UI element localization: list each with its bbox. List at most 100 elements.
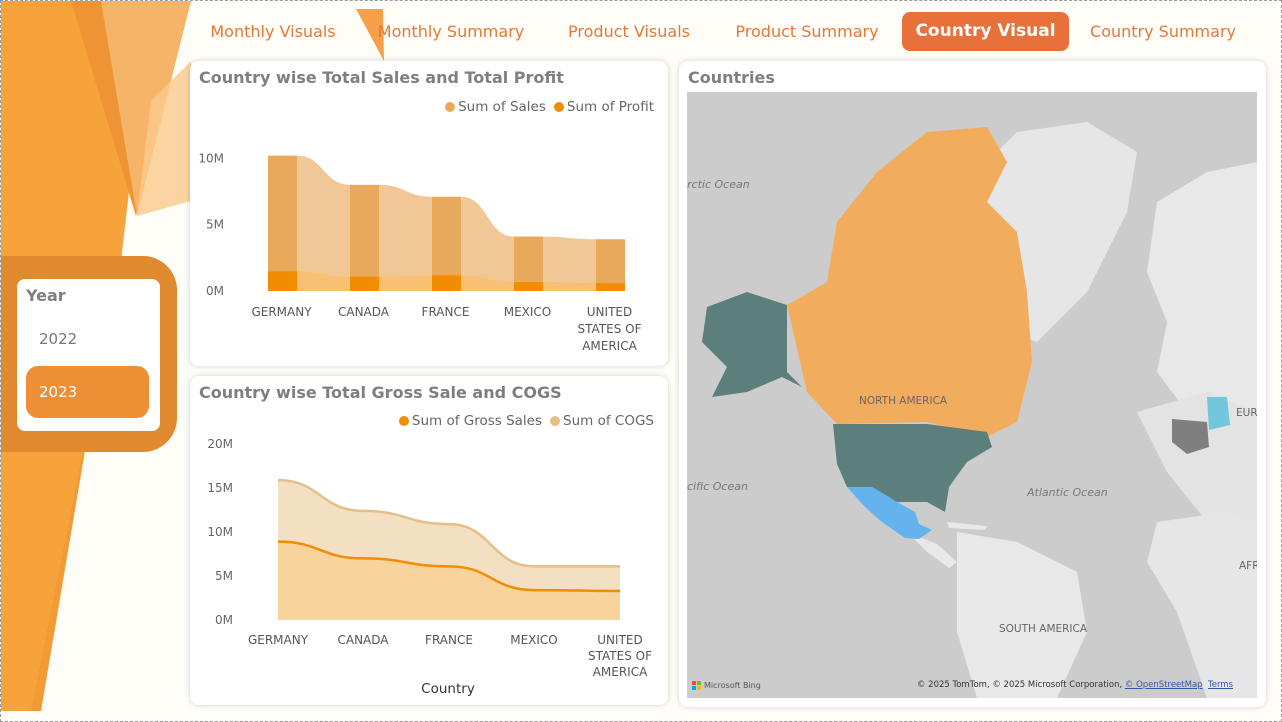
gross-sales-area: [278, 541, 620, 620]
x-tick-label: GERMANY: [251, 305, 312, 319]
gross-sales-line: [277, 540, 621, 593]
map-attribution: © 2025 TomTom, © 2025 Microsoft Corporat…: [917, 680, 1233, 690]
profit-bar: [268, 271, 297, 291]
openstreetmap-link[interactable]: © OpenStreetMap: [1124, 680, 1203, 690]
country-germany: [1207, 397, 1230, 430]
x-tick-label: MEXICO: [510, 633, 558, 647]
south-america-landmass: [957, 532, 1087, 698]
countries-map[interactable]: rctic Ocean cific Ocean Atlantic Ocean N…: [687, 92, 1257, 698]
x-tick-label: AMERICA: [582, 339, 637, 353]
tab-country-visual[interactable]: Country Visual: [902, 12, 1069, 51]
africa-landmass: [1147, 512, 1257, 698]
sales-bar: [350, 184, 379, 277]
y-tick-label: 10M: [198, 151, 224, 165]
countries-map-card: Countries: [679, 61, 1266, 707]
label-pacific-ocean: cific Ocean: [687, 480, 748, 493]
country-usa-alaska: [702, 292, 802, 397]
x-tick-label: FRANCE: [422, 305, 470, 319]
sales-bar: [432, 196, 461, 276]
terms-link[interactable]: Terms: [1207, 680, 1233, 690]
legend-item-gross-sales[interactable]: Sum of Gross Sales: [398, 413, 543, 429]
y-tick-label: 0M: [215, 613, 233, 627]
legend-dot-cogs: [550, 416, 561, 426]
x-tick-label: UNITED: [587, 305, 632, 319]
slicer-item-2022[interactable]: 2022: [39, 330, 78, 348]
label-atlantic-ocean: Atlantic Ocean: [1027, 486, 1108, 499]
legend-label: Sum of Gross Sales: [411, 413, 543, 429]
legend-label: Sum of Profit: [566, 99, 654, 115]
sales-ribbon: [297, 155, 350, 277]
legend-label: Sum of Sales: [458, 99, 546, 115]
label-europe: EUR: [1236, 407, 1257, 419]
profit-ribbon: [461, 275, 514, 291]
label-south-america: SOUTH AMERICA: [999, 623, 1088, 635]
central-america-shape: [907, 532, 957, 568]
y-tick-label: 5M: [206, 218, 224, 232]
label-north-america: NORTH AMERICA: [859, 395, 948, 407]
x-tick-label: STATES OF: [578, 322, 642, 336]
profit-ribbon: [543, 281, 596, 291]
tab-monthly-summary[interactable]: Monthly Summary: [377, 22, 525, 41]
tab-country-summary[interactable]: Country Summary: [1090, 22, 1236, 41]
y-tick-label: 0M: [206, 284, 224, 298]
sales-bar: [268, 155, 297, 272]
map-title: Countries: [688, 68, 775, 87]
sales-profit-chart-card: Country wise Total Sales and Total Profi…: [190, 61, 668, 366]
cogs-line: [277, 478, 620, 568]
bing-logo: Microsoft Bing: [692, 681, 761, 690]
legend-dot-sales: [445, 102, 456, 112]
x-tick-label: CANADA: [337, 633, 389, 647]
chart-legend: Sum of Gross Sales Sum of COGS: [398, 413, 654, 429]
sales-bar: [596, 239, 625, 284]
profit-ribbon: [297, 271, 350, 291]
attribution-text: © 2025 TomTom, © 2025 Microsoft Corporat…: [916, 680, 1123, 690]
slicer-title: Year: [26, 286, 66, 305]
label-africa: AFR: [1239, 560, 1257, 572]
year-slicer: Year 2022 2023: [17, 279, 160, 431]
x-tick-label: GERMANY: [248, 633, 309, 647]
chart-legend: Sum of Sales Sum of Profit: [445, 99, 654, 115]
x-tick-label: AMERICA: [593, 665, 648, 679]
legend-dot-gross-sales: [398, 416, 409, 426]
map-canvas: [687, 92, 1257, 698]
legend-item-cogs[interactable]: Sum of COGS: [550, 413, 654, 429]
tab-product-visuals[interactable]: Product Visuals: [568, 22, 690, 41]
microsoft-logo-icon: [692, 681, 701, 690]
x-tick-label: MEXICO: [504, 305, 552, 319]
x-tick-label: UNITED: [597, 633, 642, 647]
profit-bar: [596, 283, 625, 291]
country-mexico: [847, 487, 932, 539]
country-usa: [833, 424, 992, 512]
slicer-item-2023[interactable]: 2023: [26, 366, 149, 418]
europe-landmass: [1147, 162, 1257, 422]
profit-bar: [514, 281, 543, 291]
sales-ribbon: [461, 196, 514, 282]
sales-bar: [514, 236, 543, 282]
sales-ribbon: [379, 184, 432, 277]
tab-monthly-visuals[interactable]: Monthly Visuals: [210, 22, 336, 41]
y-tick-label: 15M: [207, 481, 233, 495]
chart-title: Country wise Total Sales and Total Profi…: [199, 68, 564, 87]
label-arctic-ocean: rctic Ocean: [687, 178, 750, 191]
caribbean-shape: [947, 522, 987, 530]
sales-ribbon: [543, 236, 596, 284]
profit-ribbon: [379, 275, 432, 291]
x-axis-title: Country: [421, 681, 475, 697]
gross-cogs-chart-card: Country wise Total Gross Sale and COGS S…: [190, 376, 668, 705]
profit-bar: [350, 276, 379, 291]
tab-product-summary[interactable]: Product Summary: [735, 22, 879, 41]
x-tick-label: CANADA: [338, 305, 390, 319]
country-france: [1172, 419, 1209, 454]
legend-item-profit[interactable]: Sum of Profit: [553, 99, 654, 115]
europe-south: [1137, 392, 1257, 542]
y-tick-label: 5M: [215, 569, 233, 583]
y-tick-label: 10M: [207, 525, 233, 539]
gross-cogs-area-chart[interactable]: 0M 5M 10M 15M 20M GERMANY CANADA FRANCE MEXICO UN…: [190, 376, 668, 705]
legend-dot-profit: [553, 102, 564, 112]
x-tick-label: STATES OF: [588, 649, 652, 663]
sales-profit-ribbon-chart[interactable]: 0M 5M 10M GERMANY CANADA FRANCE MEXICO UNITED ST…: [190, 61, 668, 366]
legend-item-sales[interactable]: Sum of Sales: [445, 99, 546, 115]
legend-label: Sum of COGS: [563, 413, 654, 429]
y-tick-label: 20M: [207, 437, 233, 451]
